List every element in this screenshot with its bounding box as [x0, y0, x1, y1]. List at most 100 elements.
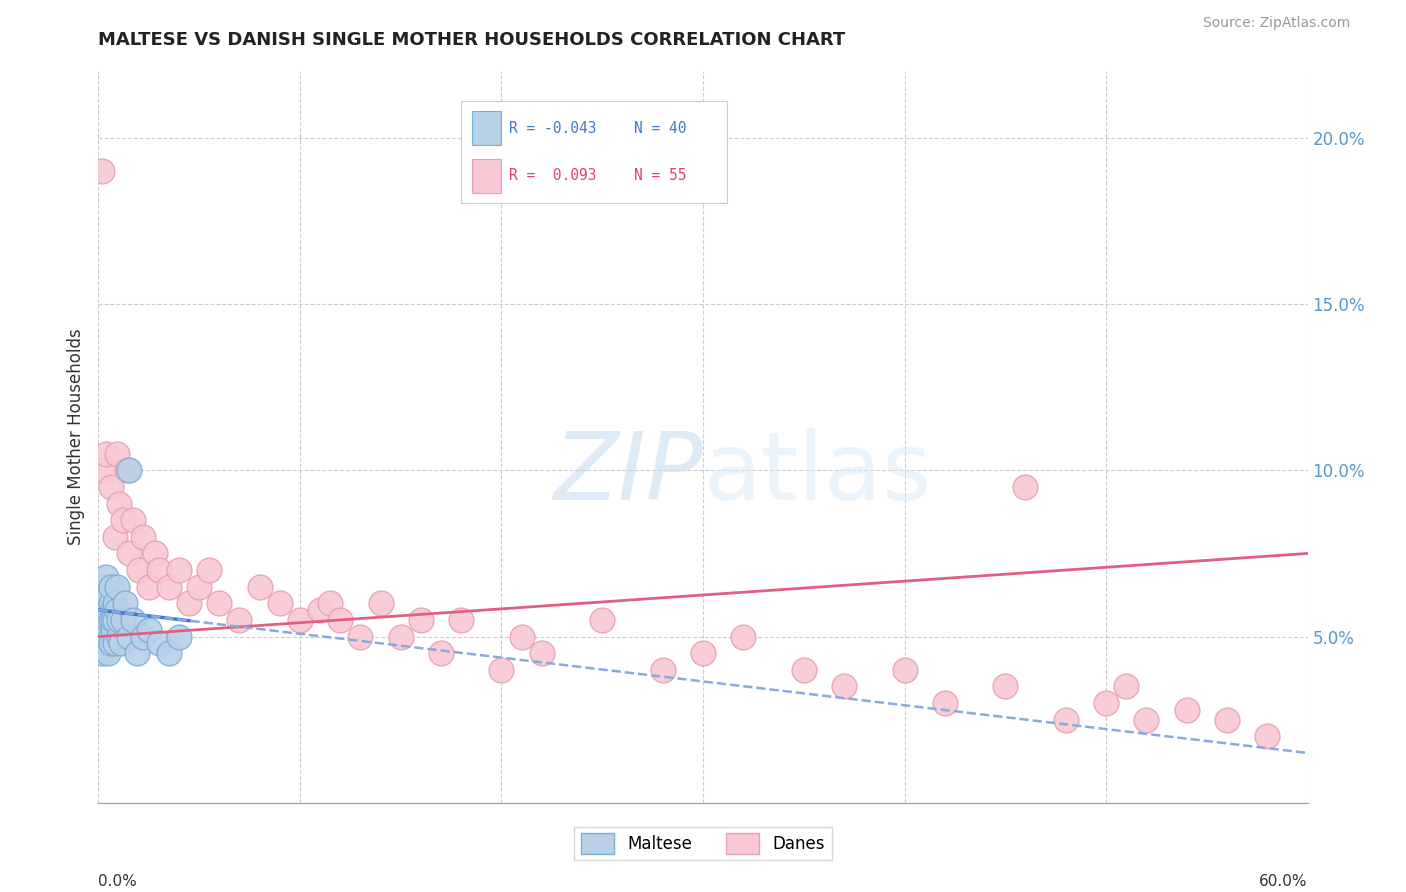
Point — [96, 596, 118, 610]
Point — [103, 636, 125, 650]
Point — [114, 596, 136, 610]
Point — [1256, 729, 1278, 743]
Point — [832, 680, 855, 694]
Y-axis label: Single Mother Households: Single Mother Households — [66, 329, 84, 545]
Point — [591, 613, 613, 627]
Point — [1216, 713, 1239, 727]
Point — [107, 497, 129, 511]
Point — [138, 623, 160, 637]
Point — [167, 563, 190, 577]
Point — [157, 580, 180, 594]
Point — [530, 646, 553, 660]
Point — [105, 447, 128, 461]
Point — [430, 646, 453, 660]
Point — [93, 630, 115, 644]
Point — [208, 596, 231, 610]
Point — [409, 613, 432, 627]
Point — [111, 613, 134, 627]
Point — [125, 646, 148, 660]
Point — [107, 613, 129, 627]
Point — [103, 530, 125, 544]
Point — [138, 580, 160, 594]
Point — [148, 636, 170, 650]
Point — [1115, 680, 1137, 694]
Point — [101, 603, 124, 617]
Point — [450, 613, 472, 627]
Point — [89, 613, 111, 627]
Point — [96, 636, 118, 650]
Point — [105, 603, 128, 617]
Point — [121, 513, 143, 527]
Point — [97, 613, 120, 627]
Point — [389, 630, 412, 644]
Point — [110, 636, 132, 650]
Point — [793, 663, 815, 677]
Point — [1014, 480, 1036, 494]
Text: 0.0%: 0.0% — [98, 874, 138, 889]
Point — [96, 447, 118, 461]
Point — [510, 630, 533, 644]
Point — [93, 603, 115, 617]
Point — [100, 580, 122, 594]
Point — [249, 580, 271, 594]
Point — [1054, 713, 1077, 727]
Point — [319, 596, 342, 610]
Point — [91, 646, 114, 660]
Point — [128, 563, 150, 577]
Point — [91, 164, 114, 178]
Point — [692, 646, 714, 660]
Point — [167, 630, 190, 644]
Point — [1095, 696, 1118, 710]
Point — [118, 463, 141, 477]
Point — [111, 513, 134, 527]
Point — [994, 680, 1017, 694]
Point — [148, 563, 170, 577]
Point — [934, 696, 956, 710]
Point — [100, 636, 122, 650]
Point — [143, 546, 166, 560]
Point — [228, 613, 250, 627]
Point — [132, 630, 155, 644]
Point — [115, 463, 138, 477]
Point — [370, 596, 392, 610]
Point — [107, 630, 129, 644]
Text: ZIP: ZIP — [554, 428, 703, 519]
Point — [1175, 703, 1198, 717]
Point — [91, 596, 114, 610]
Point — [103, 613, 125, 627]
Point — [118, 546, 141, 560]
Point — [269, 596, 291, 610]
Point — [101, 623, 124, 637]
Point — [349, 630, 371, 644]
Legend: Maltese, Danes: Maltese, Danes — [574, 827, 832, 860]
Point — [651, 663, 673, 677]
Point — [100, 613, 122, 627]
Point — [157, 646, 180, 660]
Text: MALTESE VS DANISH SINGLE MOTHER HOUSEHOLDS CORRELATION CHART: MALTESE VS DANISH SINGLE MOTHER HOUSEHOL… — [98, 30, 845, 48]
Point — [105, 580, 128, 594]
Point — [96, 623, 118, 637]
Point — [309, 603, 332, 617]
Text: 60.0%: 60.0% — [1260, 874, 1308, 889]
Point — [103, 596, 125, 610]
Point — [1135, 713, 1157, 727]
Point — [101, 613, 124, 627]
Point — [179, 596, 201, 610]
Point — [97, 646, 120, 660]
Point — [97, 603, 120, 617]
Point — [188, 580, 211, 594]
Point — [100, 480, 122, 494]
Point — [132, 530, 155, 544]
Point — [198, 563, 221, 577]
Point — [100, 596, 122, 610]
Point — [93, 463, 115, 477]
Point — [96, 570, 118, 584]
Point — [733, 630, 755, 644]
Point — [121, 613, 143, 627]
Text: Source: ZipAtlas.com: Source: ZipAtlas.com — [1202, 16, 1350, 29]
Point — [97, 590, 120, 604]
Point — [893, 663, 915, 677]
Point — [118, 630, 141, 644]
Point — [329, 613, 352, 627]
Point — [93, 580, 115, 594]
